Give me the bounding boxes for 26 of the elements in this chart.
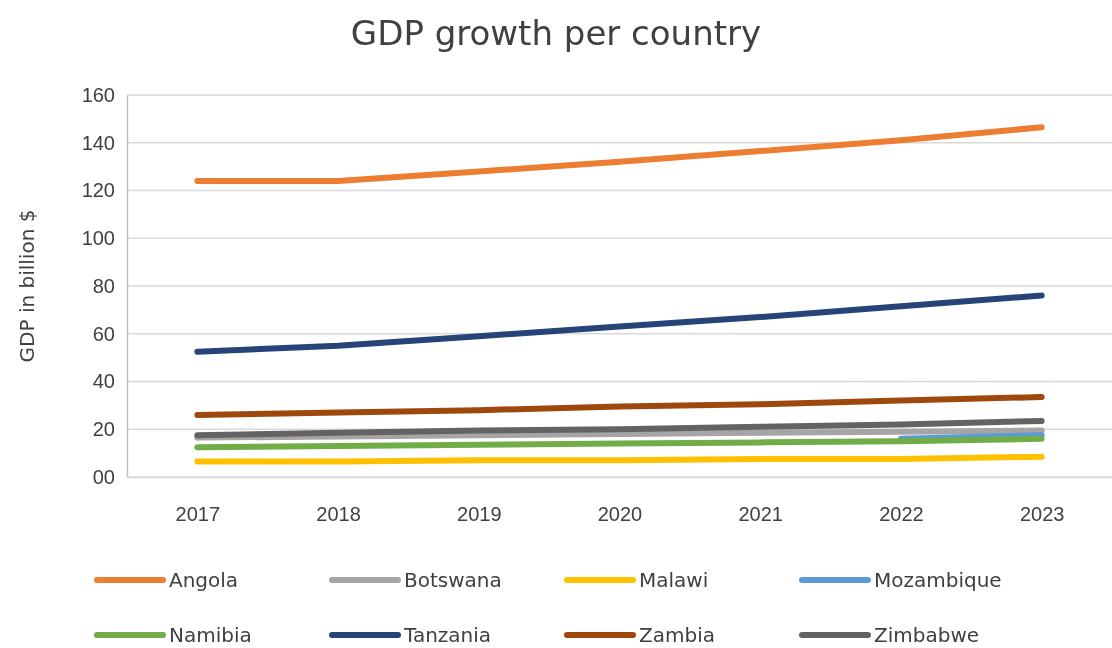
x-tick-label: 2018 [316,503,361,526]
x-tick-label: 2022 [879,503,924,526]
x-tick-label: 2023 [1019,503,1065,526]
y-tick-label: 120 [81,179,115,202]
y-tick-label: 100 [81,227,115,250]
legend-label: Tanzania [403,623,492,647]
x-tick-label: 2019 [457,503,502,526]
legend-label: Botswana [404,568,502,592]
x-tick-label: 2017 [175,503,221,526]
y-tick-label: 160 [81,83,115,106]
x-tick-label: 2020 [597,503,643,526]
legend-label: Mozambique [874,568,1002,592]
y-axis-title: GDP in billion $ [15,209,39,363]
y-tick-label: 140 [81,131,115,154]
y-tick-label: 60 [92,322,115,345]
chart-title: GDP growth per country [350,13,762,53]
legend-label: Zambia [639,623,715,647]
y-tick-label: 00 [92,465,115,488]
y-tick-label: 40 [92,370,115,393]
y-tick-label: 20 [92,418,115,441]
legend-label: Malawi [639,568,709,592]
legend-label: Zimbabwe [874,623,980,647]
x-tick-label: 2021 [738,503,783,526]
legend-label: Angola [169,568,239,592]
y-tick-label: 80 [92,274,115,297]
legend-label: Namibia [169,623,252,647]
